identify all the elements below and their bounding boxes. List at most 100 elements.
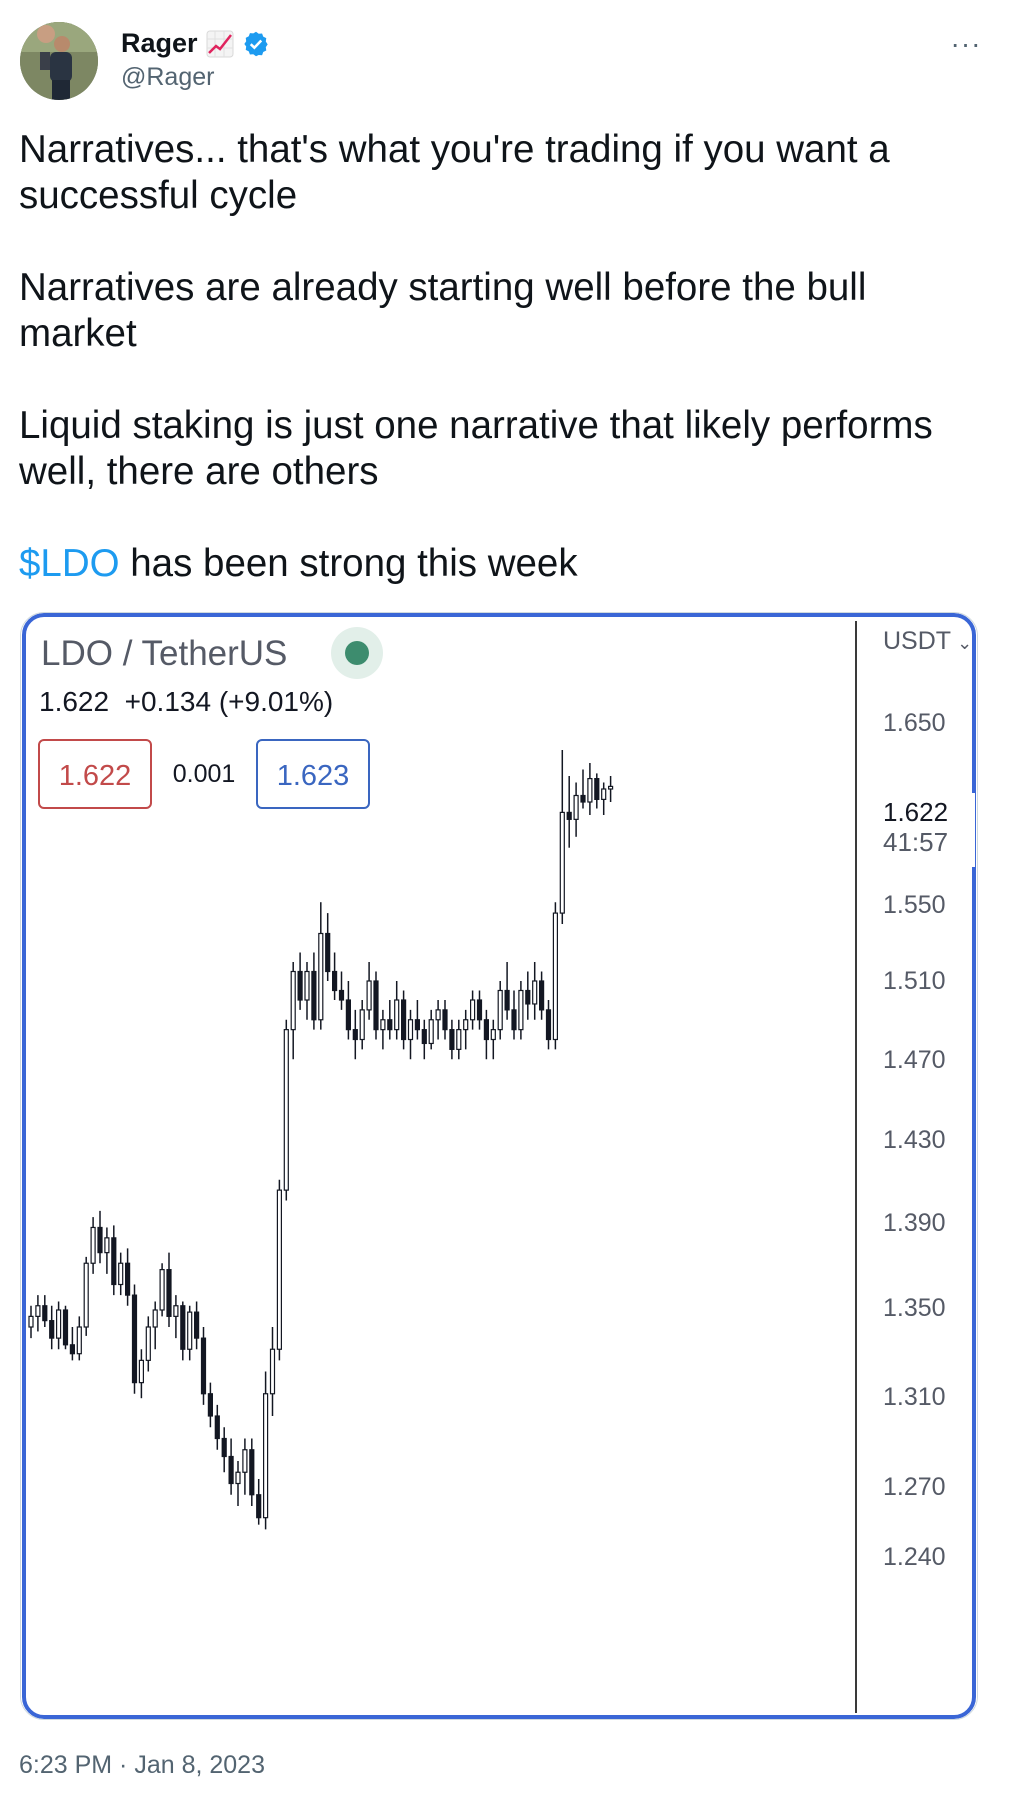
candle-body-up	[559, 811, 565, 914]
candle-body-up	[290, 970, 296, 1031]
candle-body-down	[214, 1415, 220, 1440]
cashtag-link[interactable]: $LDO	[19, 542, 120, 585]
candle-body-up	[607, 785, 614, 790]
y-tick-label: 1.350	[883, 1294, 946, 1322]
buy-price-box	[256, 739, 370, 809]
candle	[256, 1479, 262, 1525]
candle-body-up	[552, 912, 559, 1041]
candle	[207, 1382, 213, 1428]
candle-body-down	[373, 980, 379, 1031]
candle	[442, 1000, 448, 1040]
candle	[580, 769, 586, 809]
candle-body-down	[566, 811, 572, 820]
candle-body-up	[601, 788, 607, 800]
candle-body-up	[573, 794, 579, 820]
candle-body-down	[504, 989, 510, 1011]
candle	[304, 962, 310, 1020]
candle-body-down	[62, 1309, 69, 1346]
candle	[566, 776, 572, 848]
author-handle[interactable]: @Rager	[121, 63, 215, 91]
candle-body-down	[332, 970, 338, 992]
candle-body-up	[104, 1237, 110, 1254]
avatar[interactable]	[20, 22, 98, 100]
candle-body-up	[304, 970, 310, 1001]
tweet-timestamp[interactable]: 6:23 PM · Jan 8, 2023	[19, 1751, 265, 1779]
candle	[470, 990, 476, 1030]
tweet-paragraph: Liquid staking is just one narrative tha…	[19, 404, 933, 493]
candle-body-down	[297, 970, 303, 1001]
candle-body-up	[490, 1029, 496, 1041]
candle-body-up	[435, 1009, 441, 1021]
candle-body-up	[28, 1315, 34, 1328]
candle	[601, 782, 607, 815]
candle-body-down	[124, 1262, 131, 1296]
candle-body-down	[311, 970, 317, 1021]
author-name[interactable]: Rager	[121, 28, 198, 58]
tweet-paragraph-last: $LDO has been strong this week	[19, 541, 989, 587]
candle-body-up	[187, 1311, 193, 1350]
candle-body-up	[152, 1309, 158, 1328]
candle	[380, 1009, 386, 1050]
price-chart: LDO / TetherUS 1.622 +0.134 (+9.01%) 1.6…	[21, 613, 977, 1719]
spread-value: 0.001	[173, 760, 236, 788]
candle-body-down	[511, 1009, 517, 1031]
candle	[456, 1019, 462, 1060]
tweet-media-chart[interactable]: LDO / TetherUS 1.622 +0.134 (+9.01%) 1.6…	[20, 612, 978, 1720]
candle	[401, 990, 407, 1050]
verified-badge-icon	[243, 31, 268, 56]
candle-body-down	[194, 1311, 200, 1339]
candle	[187, 1305, 193, 1361]
candle-body-up	[173, 1305, 179, 1317]
currency-text: USDT	[883, 627, 951, 655]
candle	[504, 962, 510, 1020]
candle-body-down	[338, 989, 345, 1001]
author-name-row[interactable]: Rager	[121, 28, 270, 59]
candle	[49, 1305, 55, 1350]
candle	[311, 952, 317, 1030]
candle	[276, 1179, 282, 1361]
candle-body-down	[180, 1305, 186, 1350]
candle	[373, 971, 379, 1040]
candle	[607, 776, 614, 802]
candle-body-up	[276, 1189, 282, 1350]
candle-body-up	[456, 1029, 462, 1050]
candle	[387, 1000, 393, 1040]
candle	[525, 971, 531, 1020]
candle	[428, 1009, 434, 1050]
candle-body-up	[242, 1449, 248, 1473]
last-price-label-bg	[857, 793, 975, 867]
candle	[131, 1284, 138, 1394]
y-tick-label: 1.270	[883, 1473, 946, 1501]
candle	[332, 952, 338, 1000]
candle	[587, 763, 593, 815]
tweet-text: Narratives... that's what you're trading…	[19, 127, 989, 587]
candle	[511, 990, 517, 1040]
candle	[152, 1301, 158, 1350]
candle-body-down	[414, 1019, 420, 1031]
y-tick-label: 1.470	[883, 1046, 946, 1074]
tweet-paragraph: Narratives are already starting well bef…	[19, 266, 867, 355]
candle	[145, 1316, 151, 1372]
candle	[249, 1438, 255, 1506]
candle-body-down	[345, 999, 351, 1031]
chevron-down-icon: ⌄	[957, 633, 972, 653]
candle-body-down	[249, 1449, 255, 1496]
candle	[552, 902, 559, 1050]
candle-body-down	[207, 1393, 213, 1417]
candle	[28, 1305, 34, 1339]
candle-body-up	[470, 999, 476, 1021]
avatar-photo	[20, 22, 98, 100]
tweet-paragraph: Narratives... that's what you're trading…	[19, 128, 890, 217]
countdown: 41:57	[883, 827, 948, 857]
candle-body-down	[256, 1494, 262, 1519]
candle-body-down	[49, 1320, 55, 1339]
candle-body-down	[42, 1305, 48, 1322]
more-options-button[interactable]: ···	[948, 26, 984, 62]
candle-body-up	[407, 1019, 414, 1041]
candle	[42, 1295, 48, 1327]
candle	[138, 1349, 145, 1399]
candle	[111, 1225, 117, 1296]
y-tick-label: 1.390	[883, 1209, 946, 1237]
candle	[55, 1301, 62, 1350]
candle-body-up	[235, 1471, 241, 1485]
